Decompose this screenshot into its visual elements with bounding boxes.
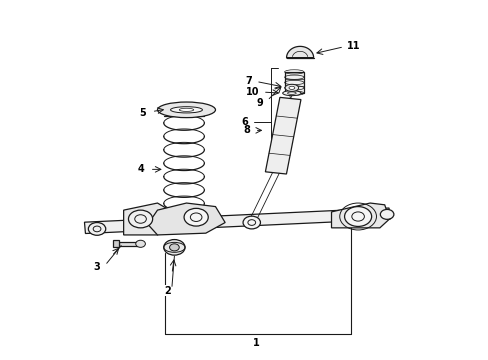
Polygon shape	[112, 240, 119, 247]
Text: 7: 7	[244, 76, 251, 86]
Text: 9: 9	[256, 98, 263, 108]
Polygon shape	[147, 203, 224, 235]
Circle shape	[380, 210, 393, 219]
Circle shape	[136, 240, 145, 247]
Text: 3: 3	[94, 262, 100, 272]
Polygon shape	[123, 203, 169, 235]
Text: 2: 2	[163, 285, 170, 296]
Ellipse shape	[157, 102, 215, 118]
Circle shape	[243, 216, 260, 229]
Circle shape	[128, 210, 152, 228]
Polygon shape	[265, 97, 300, 174]
Polygon shape	[286, 46, 313, 58]
Text: 8: 8	[243, 125, 250, 135]
Text: 6: 6	[241, 117, 247, 126]
Text: 1: 1	[253, 338, 260, 348]
Polygon shape	[284, 72, 304, 93]
Circle shape	[344, 207, 371, 226]
Ellipse shape	[282, 91, 301, 96]
Text: 11: 11	[346, 41, 359, 51]
Polygon shape	[84, 208, 389, 234]
Circle shape	[183, 208, 208, 226]
Text: 5: 5	[139, 108, 146, 118]
Ellipse shape	[179, 108, 193, 111]
Circle shape	[88, 222, 105, 235]
Text: 4: 4	[137, 165, 143, 174]
Polygon shape	[119, 242, 138, 246]
Circle shape	[169, 244, 179, 251]
Polygon shape	[331, 203, 389, 228]
Circle shape	[163, 239, 184, 255]
Ellipse shape	[285, 84, 298, 91]
Ellipse shape	[288, 86, 294, 89]
Text: 10: 10	[245, 87, 259, 97]
Ellipse shape	[170, 107, 202, 113]
